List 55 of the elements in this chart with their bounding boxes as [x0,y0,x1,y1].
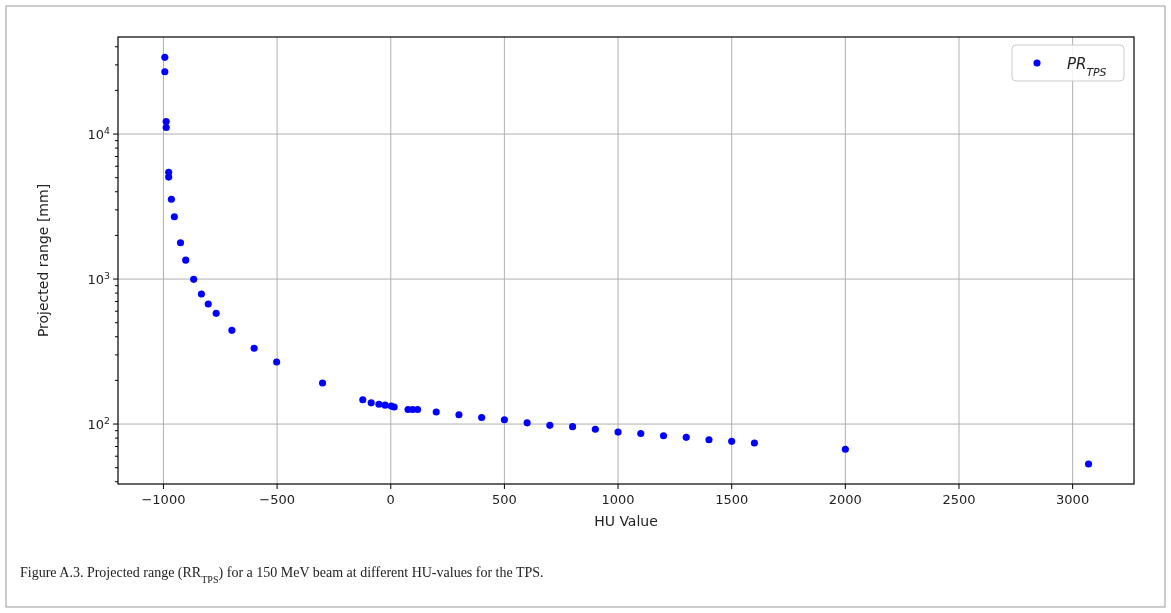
point [162,123,170,132]
point [167,195,175,203]
point [682,433,690,441]
point [319,379,327,387]
point [161,53,169,61]
x-tick-label: 3000 [1056,492,1090,507]
y-tick-label: 10$^{3}$ [87,269,111,288]
point [728,437,736,445]
point [614,428,622,436]
point [375,400,383,408]
point [478,413,486,422]
x-tick-label: 2500 [942,492,976,507]
point [659,432,668,440]
y-axis-title: Projected range [mm] [35,183,51,338]
point [546,421,554,429]
point [569,423,577,431]
point [197,290,205,298]
point [273,358,281,366]
point [381,401,389,409]
point [1084,460,1093,468]
point [190,275,198,283]
point [161,68,169,76]
point [228,326,236,334]
point [176,239,185,247]
point [170,213,178,221]
x-tick-label: 2000 [828,492,862,507]
x-axis-title: HU Value [594,513,658,529]
x-tick-label: 500 [491,492,517,507]
legend-label: PR$_{TPS}$ [1067,55,1107,79]
point [591,425,599,433]
point [165,173,173,181]
x-tick-label: 1000 [601,492,635,507]
point [637,429,645,438]
point [414,405,422,414]
x-tick-label: 0 [386,492,395,507]
point [367,399,375,407]
point [359,396,367,404]
point [523,419,531,427]
point [204,300,212,308]
x-tick-label: −1000 [141,492,186,507]
point [432,408,440,416]
x-tick-label: −500 [259,492,295,507]
point [250,344,258,352]
text: Figure A.3. Projected range (RR$_{TPS}$) for a 150 MeV beam at different HU-values for the TPS. [20,565,544,585]
point [500,416,508,424]
y-tick-label: 10$^{2}$ [87,414,111,433]
point [162,117,170,126]
point [705,436,713,444]
point [750,439,758,447]
y-tick-label: 10$^{4}$ [87,124,111,143]
point [182,256,190,264]
point [212,309,220,317]
x-tick-label: 1500 [715,492,749,507]
point [841,445,849,453]
point [455,411,463,419]
